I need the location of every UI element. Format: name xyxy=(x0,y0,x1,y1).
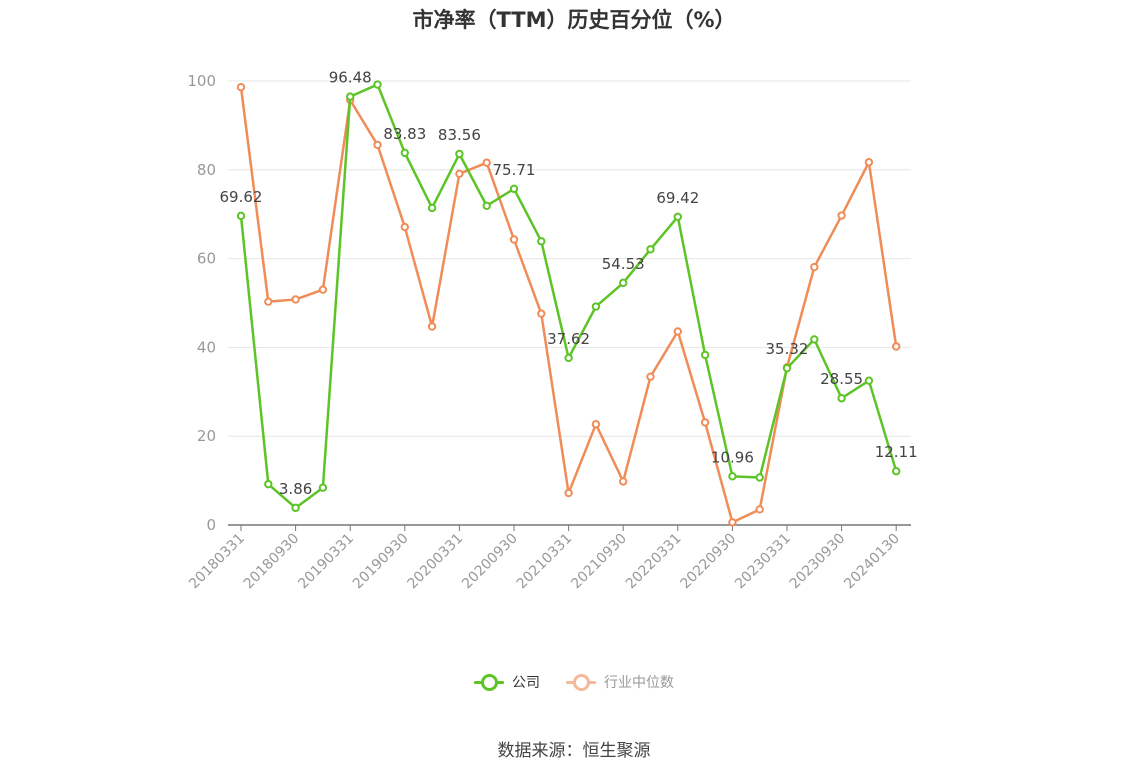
data-point-company[interactable] xyxy=(318,483,328,492)
data-label: 83.56 xyxy=(438,126,481,144)
x-tick-label: 20220930 xyxy=(678,531,740,593)
data-point-company[interactable] xyxy=(291,503,300,513)
data-label: 75.71 xyxy=(493,161,536,179)
data-point-company[interactable] xyxy=(455,149,464,159)
data-point-industry-median[interactable] xyxy=(810,262,819,272)
data-label: 83.83 xyxy=(383,125,426,143)
x-tick-label: 20230930 xyxy=(787,531,849,593)
chart-title: 市净率（TTM）历史百分位（%） xyxy=(412,8,736,32)
data-point-company[interactable] xyxy=(537,237,546,246)
data-point-industry-median[interactable] xyxy=(400,222,409,232)
data-label: 28.55 xyxy=(820,370,863,388)
data-point-company[interactable] xyxy=(591,302,601,311)
x-tick-label: 20190930 xyxy=(350,531,412,593)
series-lines xyxy=(236,80,901,527)
data-point-industry-median[interactable] xyxy=(291,295,300,304)
data-point-industry-median[interactable] xyxy=(373,140,382,150)
grid-lines xyxy=(228,80,911,437)
legend-industry-marker-icon xyxy=(566,674,596,691)
data-point-industry-median[interactable] xyxy=(892,342,901,351)
y-tick-label: 20 xyxy=(197,427,216,445)
data-point-industry-median[interactable] xyxy=(455,169,464,178)
data-point-industry-median[interactable] xyxy=(537,309,546,318)
y-tick-label: 0 xyxy=(206,516,216,534)
data-point-company[interactable] xyxy=(755,473,764,482)
data-point-industry-median[interactable] xyxy=(482,158,491,167)
legend-item-company[interactable]: 公司 xyxy=(474,672,540,692)
x-tick-label: 20210331 xyxy=(514,531,576,593)
data-point-industry-median[interactable] xyxy=(264,297,273,306)
line-chart: 0 20 40 60 80 100 2018033120180930201903312019… xyxy=(186,69,918,593)
data-point-industry-median[interactable] xyxy=(755,505,764,514)
data-label: 12.11 xyxy=(875,443,918,461)
data-label: 3.86 xyxy=(279,480,312,498)
data-point-industry-median[interactable] xyxy=(864,158,874,167)
y-tick-label: 60 xyxy=(197,250,216,268)
data-point-company[interactable] xyxy=(236,211,246,221)
data-point-company[interactable] xyxy=(373,80,382,89)
data-point-company[interactable] xyxy=(427,203,437,213)
y-tick-label: 40 xyxy=(197,338,216,356)
x-tick-label: 20200930 xyxy=(459,531,521,593)
x-tick-label: 20180331 xyxy=(186,531,248,593)
legend-label-industry-median: 行业中位数 xyxy=(604,675,674,691)
data-point-company[interactable] xyxy=(728,472,737,481)
data-point-company[interactable] xyxy=(400,148,409,157)
y-tick-label: 100 xyxy=(187,72,216,90)
x-tick-label: 20230331 xyxy=(732,531,794,593)
data-point-industry-median[interactable] xyxy=(619,477,628,486)
data-point-company[interactable] xyxy=(673,212,682,221)
x-tick-label: 20180930 xyxy=(241,531,303,593)
legend: 公司 行业中位数 xyxy=(0,672,1148,692)
data-label: 10.96 xyxy=(711,448,754,466)
data-point-company[interactable] xyxy=(782,363,792,373)
data-point-industry-median[interactable] xyxy=(427,322,437,331)
data-point-company[interactable] xyxy=(810,335,819,344)
legend-item-industry-median[interactable]: 行业中位数 xyxy=(566,672,674,692)
data-point-company[interactable] xyxy=(892,467,901,476)
data-point-company[interactable] xyxy=(646,245,655,254)
data-point-company[interactable] xyxy=(482,201,491,210)
data-point-company[interactable] xyxy=(700,350,710,360)
data-point-industry-median[interactable] xyxy=(700,418,710,427)
data-label: 37.62 xyxy=(547,330,590,348)
data-point-industry-median[interactable] xyxy=(509,235,519,244)
legend-company-marker-icon xyxy=(474,674,504,691)
data-label: 69.62 xyxy=(220,188,263,206)
data-label: 54.53 xyxy=(602,255,645,273)
x-tick-label: 20220331 xyxy=(623,531,685,593)
data-point-industry-median[interactable] xyxy=(673,327,682,336)
x-tick-label: 20240130 xyxy=(841,531,903,593)
data-point-industry-median[interactable] xyxy=(236,83,246,92)
data-point-company[interactable] xyxy=(864,376,874,385)
data-point-industry-median[interactable] xyxy=(728,518,737,527)
data-point-company[interactable] xyxy=(837,394,846,403)
y-tick-label: 80 xyxy=(197,161,216,179)
x-tick-label: 20200331 xyxy=(405,531,467,593)
data-label: 69.42 xyxy=(656,189,699,207)
data-point-company[interactable] xyxy=(264,479,273,489)
data-point-company[interactable] xyxy=(619,278,628,288)
data-point-company[interactable] xyxy=(509,184,519,194)
legend-label-company: 公司 xyxy=(512,675,540,691)
data-point-industry-median[interactable] xyxy=(564,488,573,498)
data-point-company[interactable] xyxy=(564,353,573,363)
x-tick-label: 20190331 xyxy=(295,531,357,593)
data-point-industry-median[interactable] xyxy=(591,420,601,429)
data-point-industry-median[interactable] xyxy=(318,285,328,294)
data-point-company[interactable] xyxy=(346,92,355,101)
data-point-industry-median[interactable] xyxy=(646,372,655,381)
data-label: 35.32 xyxy=(766,340,809,358)
x-tick-label: 20210930 xyxy=(568,531,630,593)
data-labels: 69.62 3.86 96.48 83.83 83.56 75.71 37.62 54.53 6… xyxy=(220,69,918,498)
data-source: 数据来源：恒生聚源 xyxy=(497,741,651,761)
series-line-company xyxy=(239,83,898,510)
data-label: 96.48 xyxy=(329,69,372,87)
series-line-industry-median xyxy=(239,87,898,524)
data-point-industry-median[interactable] xyxy=(837,211,846,220)
